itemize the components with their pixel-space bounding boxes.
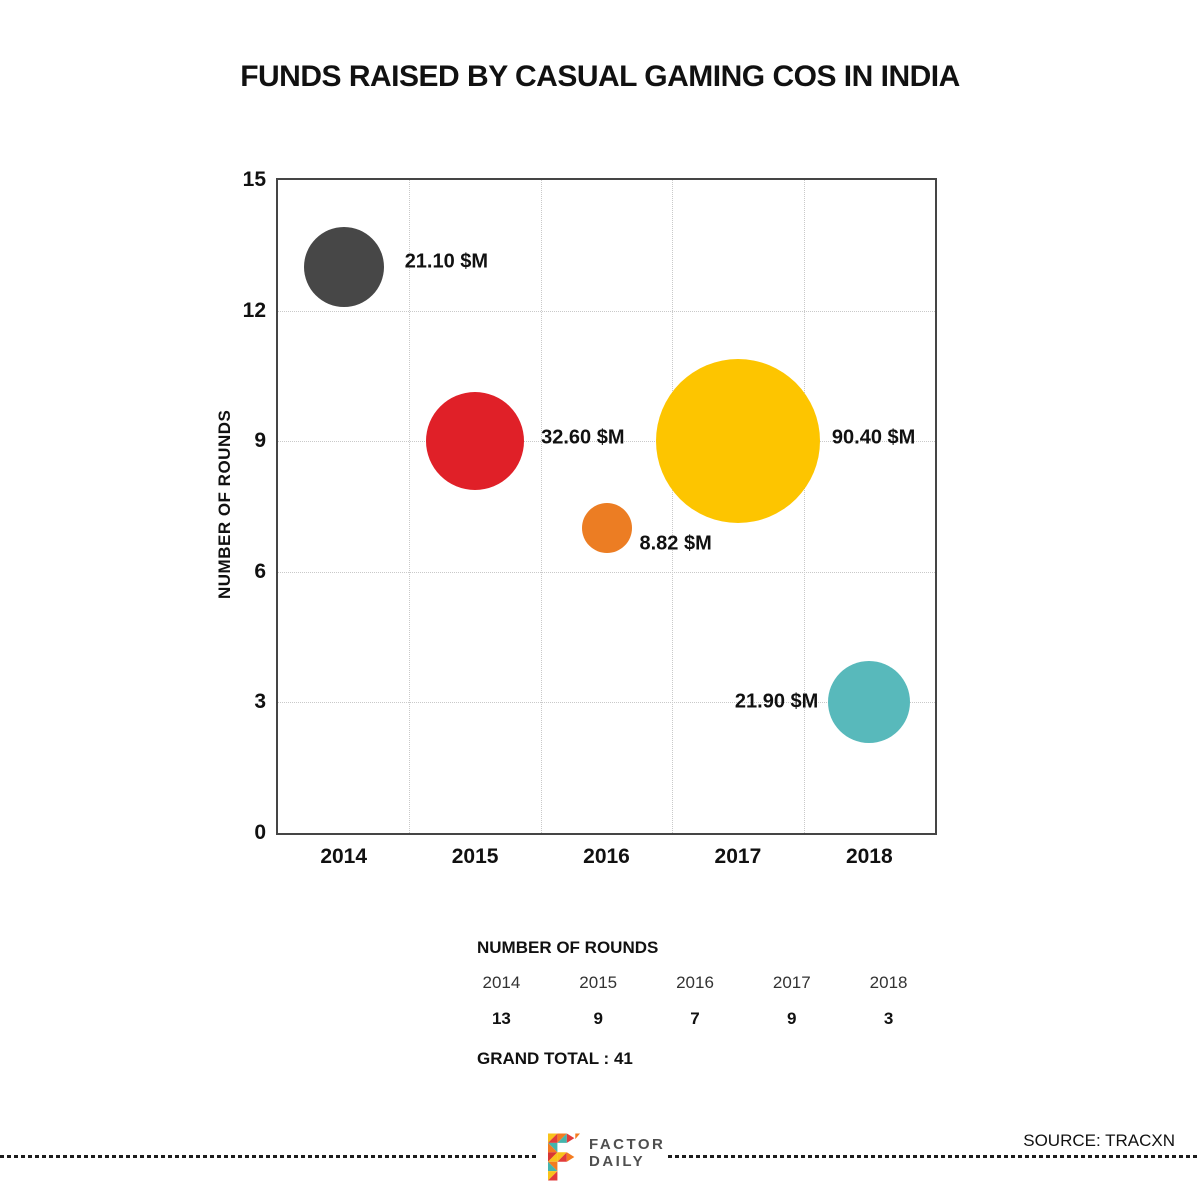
- table-values-row: 13 9 7 9 3: [453, 1009, 937, 1029]
- gridline-v: [540, 180, 542, 833]
- bubble-2015[interactable]: [426, 392, 525, 491]
- bubble-2016[interactable]: [581, 503, 632, 554]
- x-tick-label-2014: 2014: [320, 845, 368, 868]
- factordaily-logo: FACTOR DAILY: [548, 1132, 665, 1187]
- grand-total: GRAND TOTAL : 41: [477, 1049, 633, 1068]
- gridline-v: [409, 180, 411, 833]
- table-value-cell-2018: 3: [883, 1009, 894, 1028]
- y-tick-label-15: 15: [242, 168, 266, 191]
- gridline-h: [278, 702, 935, 704]
- y-tick-label-3: 3: [254, 690, 266, 714]
- table-year-cell-2015: 2015: [579, 973, 618, 992]
- table-value-cell-2014: 13: [491, 1009, 511, 1028]
- table-years-row: 2014 2015 2016 2017 2018: [453, 973, 937, 993]
- bubble-value-label-2018: 21.90 $M: [734, 690, 819, 713]
- x-tick-label-2018: 2018: [845, 845, 893, 868]
- bubble-2014[interactable]: [303, 227, 384, 308]
- factordaily-f-icon: [548, 1132, 580, 1187]
- plot-area: 0 3 6 9 12 15 2014 2015 2016 2017 2018 21.10 $M 32.6…: [243, 168, 937, 868]
- table-year-cell-2014: 2014: [482, 973, 521, 992]
- table-year-cell-2017: 2017: [772, 973, 811, 992]
- table-value-cell-2015: 9: [593, 1009, 603, 1028]
- gridline-v: [803, 180, 805, 833]
- y-axis-title: NUMBER OF ROUNDS: [215, 409, 234, 600]
- bubble-value-label-2017: 90.40 $M: [831, 426, 916, 449]
- y-tick-label-0: 0: [254, 821, 266, 844]
- x-tick-label-2015: 2015: [451, 845, 499, 868]
- table-year-cell-2016: 2016: [676, 973, 714, 992]
- summary-table: NUMBER OF ROUNDS 2014 2015 2016 2017 2018 13…: [453, 938, 937, 1069]
- table-value-cell-2016: 7: [690, 1009, 700, 1028]
- bubble-value-label-2016: 8.82 $M: [639, 532, 712, 555]
- factordaily-wordmark: FACTOR DAILY: [589, 1136, 665, 1170]
- y-tick-label-9: 9: [254, 429, 266, 453]
- table-value-cell-2017: 9: [787, 1009, 797, 1028]
- bubble-value-label-2014: 21.10 $M: [404, 250, 489, 273]
- x-tick-label-2016: 2016: [583, 845, 630, 868]
- y-tick-label-6: 6: [254, 559, 266, 583]
- page-title: FUNDS RAISED BY CASUAL GAMING COS IN IND…: [240, 60, 960, 93]
- bubble-2017[interactable]: [655, 359, 820, 524]
- y-tick-label-12: 12: [242, 298, 266, 322]
- summary-table-heading: NUMBER OF ROUNDS: [477, 938, 659, 957]
- gridline-h: [278, 310, 935, 312]
- gridline-v: [672, 180, 674, 833]
- logo-line1: FACTOR: [589, 1136, 666, 1153]
- x-tick-label-2017: 2017: [714, 845, 762, 868]
- footer-dotted-rule-left: [0, 1155, 536, 1158]
- table-year-cell-2018: 2018: [869, 973, 908, 992]
- gridline-h: [278, 571, 935, 573]
- source-credit: SOURCE: TRACXN: [1023, 1131, 1175, 1150]
- gridline-h: [278, 441, 935, 443]
- footer-dotted-rule-right: [668, 1155, 1200, 1158]
- bubble-value-label-2015: 32.60 $M: [541, 426, 625, 449]
- bubble-2018[interactable]: [828, 661, 911, 744]
- logo-line2: DAILY: [589, 1153, 646, 1170]
